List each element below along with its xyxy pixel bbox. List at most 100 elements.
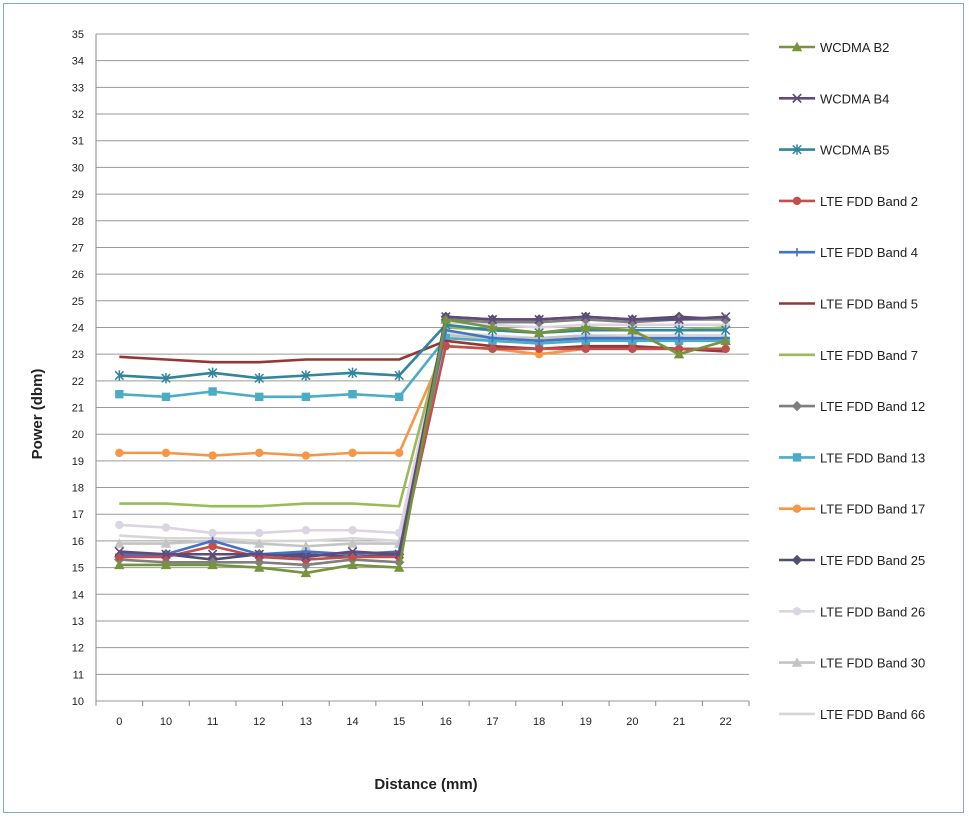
data-point <box>720 324 731 336</box>
x-tick-label: 0 <box>116 716 122 728</box>
data-point <box>627 314 638 325</box>
data-point <box>628 333 637 343</box>
y-tick-label: 10 <box>72 696 84 708</box>
data-point <box>114 559 125 570</box>
data-point <box>208 451 217 460</box>
series-line <box>119 315 726 559</box>
data-point <box>207 549 218 560</box>
legend-item: LTE FDD Band 26 <box>779 604 925 619</box>
y-tick-label: 20 <box>72 429 84 441</box>
y-tick-label: 17 <box>72 509 84 521</box>
series-line <box>119 344 726 561</box>
series-lte-fdd-band-2 <box>115 341 730 564</box>
series-line <box>119 318 727 575</box>
data-point <box>721 344 730 354</box>
y-tick-label: 30 <box>72 162 84 174</box>
y-tick-label: 27 <box>72 242 84 254</box>
legend-item: WCDMA B5 <box>779 143 889 158</box>
y-tick-label: 29 <box>72 189 84 201</box>
data-point <box>161 372 171 384</box>
series-lines <box>114 311 731 578</box>
data-point <box>254 538 265 548</box>
legend-label: LTE FDD Band 26 <box>820 604 925 619</box>
gridlines <box>95 33 749 702</box>
legend-item: LTE FDD Band 25 <box>779 553 925 568</box>
x-tick-label: 10 <box>160 716 172 728</box>
y-tick-label: 23 <box>72 349 84 361</box>
data-point <box>394 528 404 538</box>
y-tick-label: 31 <box>72 136 84 148</box>
x-tick-label: 12 <box>253 716 265 728</box>
data-point <box>394 392 404 402</box>
data-point <box>115 389 124 399</box>
data-point <box>394 448 404 458</box>
data-point <box>255 392 264 402</box>
data-point <box>348 448 357 458</box>
legend-item: LTE FDD Band 4 <box>779 245 918 260</box>
y-tick-label: 22 <box>72 376 84 388</box>
series-line <box>119 336 726 399</box>
data-point <box>301 370 311 381</box>
data-point <box>301 451 311 460</box>
y-tick-label: 15 <box>72 563 84 575</box>
y-tick-label: 12 <box>72 643 84 655</box>
data-point <box>161 448 171 458</box>
legend-marker <box>791 657 803 667</box>
legend-marker <box>792 453 802 462</box>
y-tick-label: 13 <box>72 616 84 628</box>
data-point <box>348 552 357 562</box>
data-point <box>488 333 497 343</box>
legend-label: LTE FDD Band 7 <box>820 348 918 363</box>
legend-label: LTE FDD Band 4 <box>820 245 918 260</box>
data-point <box>488 344 497 354</box>
legend-label: LTE FDD Band 30 <box>820 656 925 671</box>
data-point <box>254 562 265 572</box>
y-tick-label: 16 <box>72 536 84 548</box>
data-point <box>301 526 311 535</box>
line-chart: 10 11 12 13 14 15 16 17 18 19 20 21 22 23 24 25 26 27 28 29… <box>29 29 925 793</box>
x-tick-label: 21 <box>673 716 685 728</box>
series-lte-fdd-band-13 <box>115 333 730 402</box>
y-tick-label: 25 <box>72 296 84 308</box>
data-point <box>255 528 264 538</box>
y-tick-label: 18 <box>72 483 84 495</box>
legend-marker <box>792 93 802 104</box>
data-point <box>207 367 218 379</box>
data-point <box>440 314 452 324</box>
data-point <box>581 344 590 354</box>
data-point <box>487 314 498 325</box>
legend-marker <box>792 196 802 206</box>
x-axis-title: Distance (mm) <box>374 776 477 793</box>
data-point <box>114 538 125 548</box>
chart-frame: 10 11 12 13 14 15 16 17 18 19 20 21 22 23 24 25 26 27 28 29… <box>3 3 964 813</box>
legend-marker <box>792 144 802 155</box>
data-point <box>207 559 218 570</box>
data-point <box>301 547 311 556</box>
data-point <box>208 387 217 396</box>
y-tick-label: 11 <box>73 669 84 681</box>
y-tick-label: 19 <box>72 456 84 468</box>
legend-label: WCDMA B4 <box>820 91 889 106</box>
data-point <box>115 448 124 458</box>
legend-label: LTE FDD Band 25 <box>820 553 925 568</box>
legend-item: WCDMA B2 <box>779 40 889 55</box>
data-point <box>674 333 684 343</box>
x-tick-label: 20 <box>626 716 638 728</box>
data-point <box>394 370 404 381</box>
legend-label: LTE FDD Band 2 <box>820 194 918 209</box>
data-point <box>533 327 545 338</box>
legend-marker <box>792 607 802 616</box>
y-tick-label: 26 <box>72 269 84 281</box>
data-point <box>720 335 731 346</box>
data-point <box>393 562 405 572</box>
legend-label: WCDMA B2 <box>820 40 889 55</box>
data-point <box>115 520 124 530</box>
x-tick-label: 18 <box>533 716 545 728</box>
x-tick-label: 14 <box>346 716 358 728</box>
series-line <box>119 320 726 535</box>
y-axis-ticks: 10 11 12 13 14 15 16 17 18 19 20 21 22 23 24 25 26 27 28 29… <box>72 29 84 708</box>
y-tick-label: 35 <box>72 29 84 41</box>
legend-marker <box>791 400 803 412</box>
y-tick-label: 32 <box>72 109 84 121</box>
data-point <box>300 567 312 578</box>
